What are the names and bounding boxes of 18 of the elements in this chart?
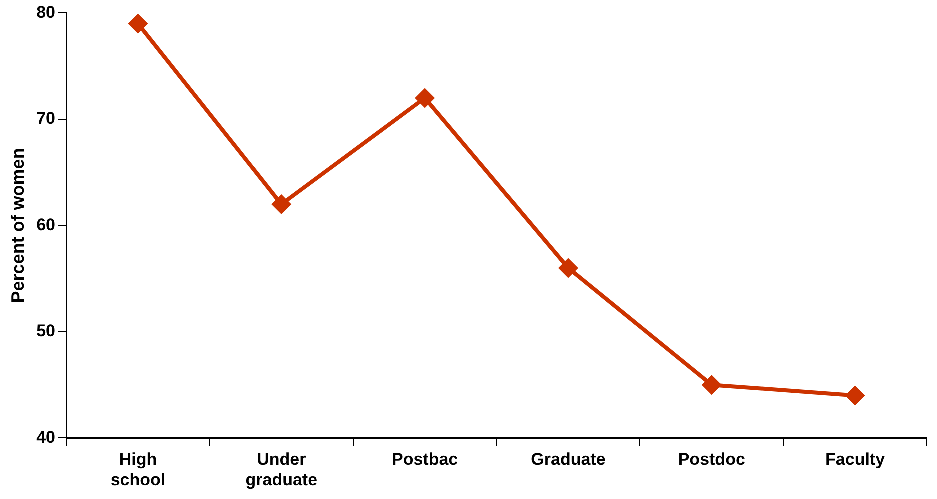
point <box>558 258 578 278</box>
x-tick-label: Postdoc <box>678 450 746 470</box>
point <box>272 194 292 214</box>
point <box>702 375 722 396</box>
y-axis-title: Percent of women <box>8 148 28 304</box>
y-tick-label: 60 <box>36 215 56 234</box>
point <box>128 14 148 34</box>
point <box>845 386 866 406</box>
y-tick-label: 50 <box>36 322 56 341</box>
x-tick-label: Faculty <box>826 450 886 470</box>
y-tick-label: 40 <box>36 428 56 447</box>
x-tick-label: Graduate <box>531 450 606 470</box>
point <box>415 88 436 108</box>
x-tick-label: High school <box>110 450 166 490</box>
x-tick-label: Under graduate <box>246 450 318 490</box>
y-tick-label: 70 <box>36 109 56 128</box>
y-tick-label: 80 <box>36 2 56 22</box>
x-tick-label: Postbac <box>392 450 458 470</box>
